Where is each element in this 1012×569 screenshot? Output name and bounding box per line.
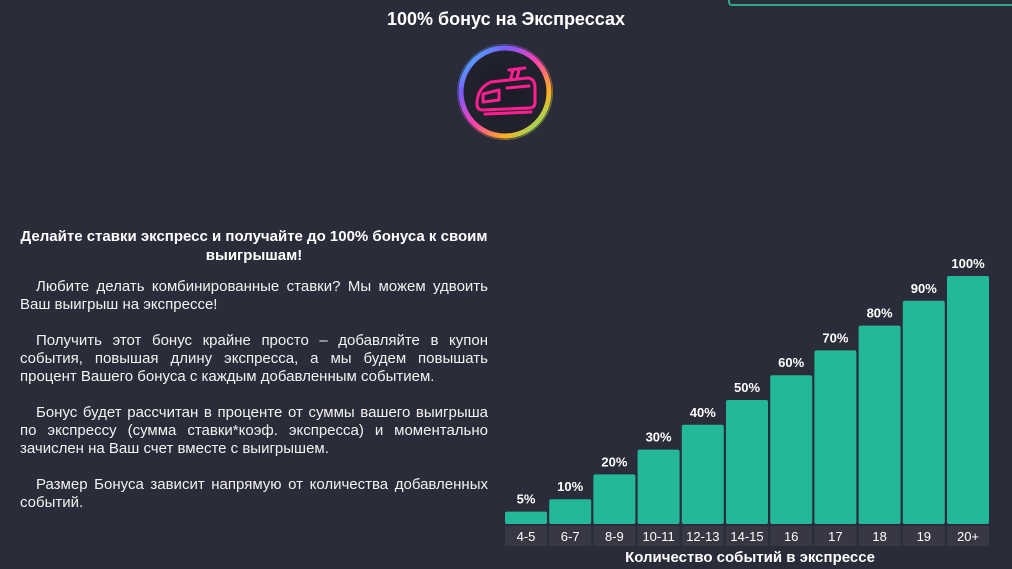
chart-category-cell	[505, 526, 547, 546]
chart-bar-10-11	[637, 449, 680, 524]
chart-value-label: 30%	[646, 430, 672, 445]
chart-category-label: 8-9	[605, 529, 624, 544]
chart-category-cell	[947, 526, 989, 546]
chart-value-label: 40%	[690, 405, 716, 420]
chart-bar-14-15	[726, 400, 768, 524]
chart-category-label: 14-15	[730, 529, 763, 544]
chart-category-cell	[858, 526, 901, 546]
train-icon	[457, 44, 553, 140]
chart-x-axis-label: Количество событий в экспрессе	[625, 549, 875, 566]
chart-category-label: 18	[872, 529, 886, 544]
chart-bar-8-9	[593, 474, 636, 524]
description-paragraph-4: Размер Бонуса зависит напрямую от количе…	[20, 476, 488, 511]
chart-value-label: 80%	[867, 306, 893, 321]
chart-bar-4-5	[505, 511, 547, 524]
chart-category-cell	[814, 526, 857, 546]
description-headline: Делайте ставки экспресс и получайте до 1…	[20, 228, 488, 264]
chart-category-cell	[726, 526, 768, 546]
express-bonus-badge	[455, 42, 555, 142]
chart-bar-17	[814, 350, 857, 524]
chart-bar-20+	[947, 276, 989, 524]
chart-category-label: 6-7	[561, 529, 580, 544]
chart-category-label: 16	[784, 529, 798, 544]
bonus-description: Делайте ставки экспресс и получайте до 1…	[20, 227, 488, 530]
description-paragraph-3: Бонус будет рассчитан в проценте от сумм…	[20, 404, 488, 457]
chart-category-cell	[593, 526, 636, 546]
page-title: 100% бонус на Экспрессах	[387, 9, 625, 29]
top-frame-decoration	[728, 0, 1012, 6]
chart-value-label: 90%	[911, 281, 937, 296]
chart-value-label: 20%	[601, 454, 627, 469]
chart-category-label: 4-5	[517, 529, 536, 544]
chart-value-label: 100%	[951, 256, 985, 271]
chart-value-label: 60%	[778, 355, 804, 370]
description-paragraph-1: Любите делать комбинированные ставки? Мы…	[20, 278, 488, 313]
chart-category-label: 17	[828, 529, 842, 544]
bonus-chart: 5% 4-5 10% 6-7 20% 8-9 30% 10-11 40% 12-13 50% 14-1…	[500, 250, 1000, 569]
chart-category-cell	[681, 526, 724, 546]
chart-category-label: 19	[917, 529, 931, 544]
chart-value-label: 5%	[517, 492, 536, 507]
description-paragraph-2: Получить этот бонус крайне просто – доба…	[20, 332, 488, 385]
chart-category-cell	[770, 526, 813, 546]
chart-category-cell	[637, 526, 680, 546]
chart-bar-18	[858, 325, 901, 524]
chart-value-label: 10%	[557, 479, 583, 494]
chart-value-label: 50%	[734, 380, 760, 395]
chart-value-label: 70%	[822, 330, 848, 345]
chart-category-cell	[902, 526, 945, 546]
chart-category-label: 10-11	[642, 529, 674, 544]
chart-category-label: 20+	[957, 529, 979, 544]
bonus-bar-chart: 5% 4-5 10% 6-7 20% 8-9 30% 10-11 40% 12-13 50% 14-1…	[505, 256, 989, 566]
chart-bar-16	[770, 375, 813, 524]
chart-bar-6-7	[549, 499, 592, 524]
chart-category-label: 12-13	[686, 529, 719, 544]
chart-category-cell	[549, 526, 592, 546]
chart-bar-19	[902, 300, 945, 524]
chart-bar-12-13	[681, 424, 724, 524]
